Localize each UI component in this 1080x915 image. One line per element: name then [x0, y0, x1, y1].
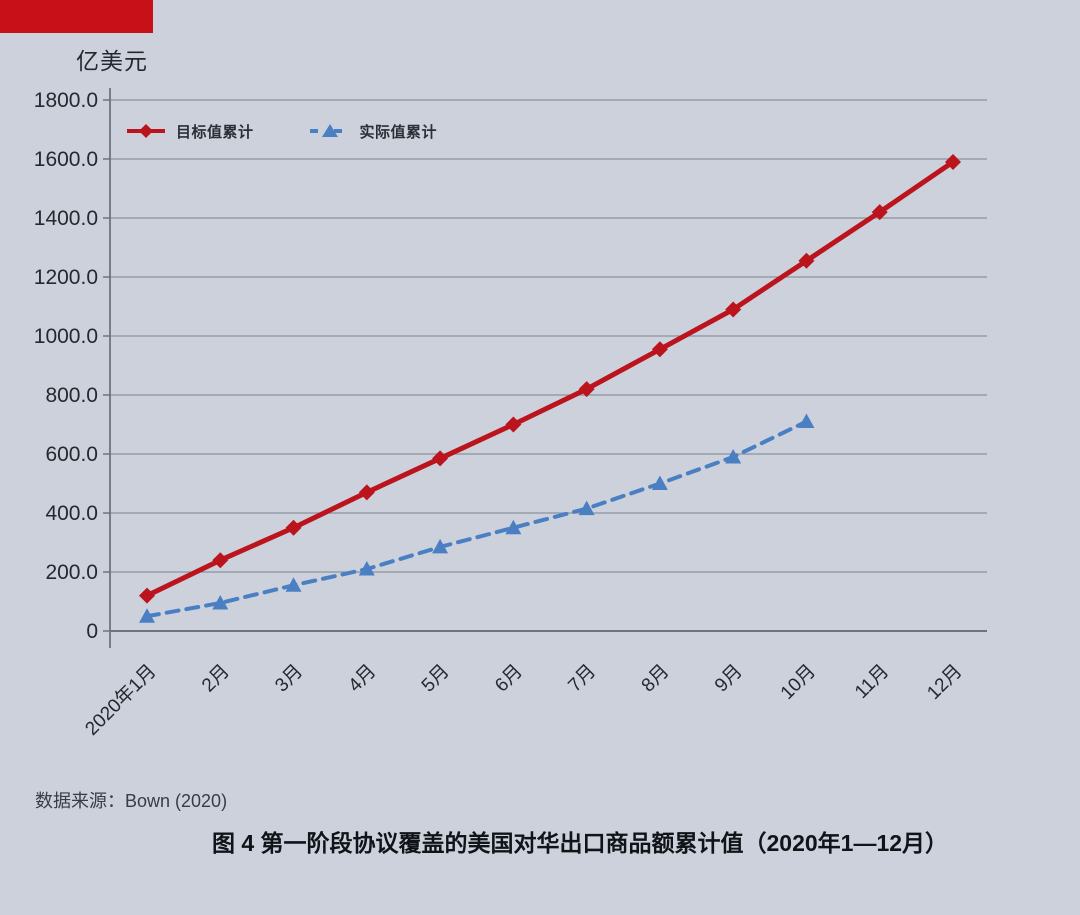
svg-text:4月: 4月 [345, 661, 381, 697]
svg-text:400.0: 400.0 [45, 502, 98, 525]
svg-text:2020年1月: 2020年1月 [81, 660, 161, 740]
svg-text:1000.0: 1000.0 [34, 325, 98, 348]
svg-text:800.0: 800.0 [45, 384, 98, 407]
svg-text:9月: 9月 [711, 661, 747, 697]
actual-series-marker-icon [309, 124, 350, 137]
svg-text:5月: 5月 [418, 661, 454, 697]
svg-text:1600.0: 1600.0 [34, 148, 98, 171]
legend-item-target: 目标值累计 [126, 121, 254, 142]
line-chart: 1800.0 1600.0 1400.0 1200.0 1000.0 800.0 600.0… [34, 88, 987, 740]
header-accent-bar [0, 0, 153, 33]
figure-caption: 图 4 第一阶段协议覆盖的美国对华出口商品额累计值（2020年1—12月） [211, 830, 949, 856]
svg-text:0: 0 [86, 620, 98, 643]
svg-text:8月: 8月 [638, 661, 674, 697]
svg-text:200.0: 200.0 [45, 561, 98, 584]
svg-text:12月: 12月 [923, 661, 966, 704]
svg-text:2月: 2月 [198, 661, 234, 697]
legend-label-actual: 实际值累计 [359, 123, 438, 141]
legend-label-target: 目标值累计 [176, 123, 254, 141]
svg-text:1800.0: 1800.0 [34, 89, 98, 112]
legend-item-actual: 实际值累计 [309, 121, 438, 142]
svg-text:10月: 10月 [777, 661, 820, 704]
chart-legend: 目标值累计 实际值累计 [126, 116, 437, 146]
svg-text:1400.0: 1400.0 [34, 207, 98, 230]
svg-text:6月: 6月 [491, 661, 527, 697]
svg-text:1200.0: 1200.0 [34, 266, 98, 289]
y-axis-unit-label: 亿美元 [76, 48, 148, 74]
svg-text:3月: 3月 [271, 661, 307, 697]
data-source-note: 数据来源：Bown (2020) [35, 791, 228, 811]
target-series-marker-icon [127, 124, 165, 138]
svg-text:7月: 7月 [564, 661, 600, 697]
svg-text:11月: 11月 [851, 661, 893, 703]
svg-text:600.0: 600.0 [45, 443, 98, 466]
